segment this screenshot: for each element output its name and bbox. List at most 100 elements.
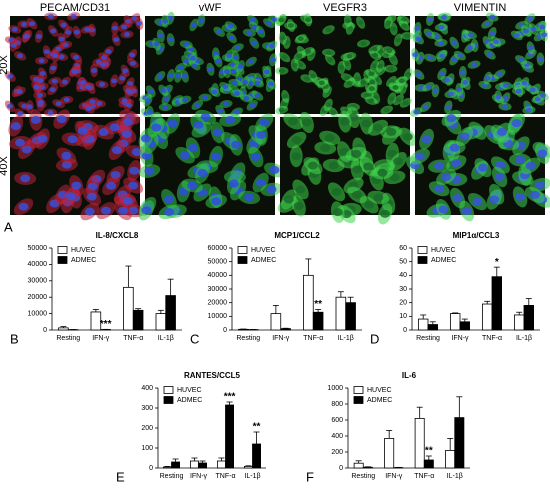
nucleus — [393, 157, 404, 166]
column-label: vWF — [199, 2, 222, 14]
nucleus — [198, 18, 205, 24]
nucleus — [244, 193, 255, 202]
nucleus — [50, 28, 57, 34]
x-tick-label: IFN-γ — [385, 473, 403, 480]
legend-swatch — [353, 396, 364, 404]
x-tick-label: Resting — [160, 473, 184, 480]
x-tick-label: Resting — [236, 335, 260, 342]
nucleus — [98, 128, 109, 137]
significance: ** — [425, 446, 433, 457]
nucleus — [270, 57, 277, 63]
nucleus — [242, 79, 249, 85]
nucleus — [84, 207, 95, 216]
nucleus — [447, 91, 454, 97]
chart-title: IL-8/CXCL8 — [96, 231, 139, 240]
nucleus — [65, 192, 76, 201]
nucleus — [147, 88, 154, 94]
nucleus — [386, 48, 393, 54]
nucleus — [30, 115, 41, 124]
nucleus — [256, 130, 267, 139]
nucleus — [434, 162, 445, 171]
nucleus — [269, 166, 280, 175]
nucleus — [369, 79, 376, 85]
x-tick-label: IL-1β — [447, 473, 463, 480]
nucleus — [521, 80, 528, 86]
bar — [270, 313, 282, 331]
nucleus — [343, 61, 350, 67]
nucleus — [212, 128, 223, 137]
x-tick-label: IL-1β — [338, 335, 354, 342]
nucleus — [489, 195, 500, 204]
nucleus — [492, 39, 499, 45]
nucleus — [118, 206, 129, 215]
nucleus — [372, 52, 379, 58]
nucleus — [167, 15, 174, 21]
nucleus — [541, 32, 548, 38]
nucleus — [157, 33, 164, 39]
nucleus — [77, 126, 88, 135]
nucleus — [371, 63, 378, 69]
nucleus — [325, 50, 332, 56]
bar — [454, 417, 465, 469]
nucleus — [387, 66, 394, 72]
nucleus — [183, 42, 190, 47]
nucleus — [303, 76, 310, 81]
micrograph — [405, 109, 550, 222]
legend-label: HUVEC — [251, 247, 276, 254]
nucleus — [249, 102, 256, 108]
nucleus — [388, 96, 395, 101]
error-bar — [452, 312, 459, 314]
legend-swatch — [57, 246, 68, 254]
y-tick-label: 400 — [331, 433, 343, 440]
nucleus — [226, 53, 233, 59]
nucleus — [451, 57, 458, 63]
error-bar — [157, 309, 164, 314]
nucleus — [263, 69, 270, 75]
nucleus — [361, 119, 372, 128]
nucleus — [49, 87, 56, 93]
y-tick-label: 200 — [331, 449, 343, 456]
nucleus — [373, 123, 384, 132]
bar — [123, 286, 134, 331]
bar — [312, 311, 324, 331]
nucleus — [248, 59, 255, 65]
legend-swatch — [417, 256, 428, 264]
nucleus — [496, 71, 503, 77]
nucleus — [177, 64, 184, 70]
nucleus — [530, 26, 537, 32]
nucleus — [425, 84, 432, 90]
nucleus — [352, 190, 363, 199]
x-tick-label: IL-1β — [158, 335, 174, 342]
error-bar — [135, 308, 142, 311]
nucleus — [136, 20, 143, 26]
bar — [362, 466, 373, 469]
nucleus — [291, 152, 302, 161]
bar — [252, 443, 262, 469]
nucleus — [495, 94, 502, 100]
y-tick-label: 1000 — [327, 385, 343, 392]
nucleus — [427, 16, 434, 22]
nucleus — [415, 72, 422, 77]
column-label: VIMENTIN — [454, 2, 507, 14]
nucleus — [402, 100, 409, 106]
micrograph — [138, 11, 281, 119]
y-tick-label: 10 — [399, 313, 407, 320]
nucleus — [331, 187, 342, 196]
nucleus — [190, 22, 197, 28]
nucleus — [413, 109, 420, 115]
nucleus — [390, 26, 397, 32]
nucleus — [70, 13, 77, 19]
nucleus — [167, 37, 174, 43]
nucleus — [20, 174, 31, 183]
column-label: VEGFR3 — [323, 2, 367, 14]
nucleus — [278, 17, 285, 23]
error-bar — [337, 291, 344, 298]
error-bar — [461, 318, 468, 322]
nucleus — [251, 24, 258, 30]
bar — [481, 303, 493, 331]
bar — [445, 449, 456, 469]
x-tick-label: IFN-γ — [92, 335, 110, 342]
error-bar — [425, 455, 432, 460]
nucleus — [291, 62, 298, 68]
